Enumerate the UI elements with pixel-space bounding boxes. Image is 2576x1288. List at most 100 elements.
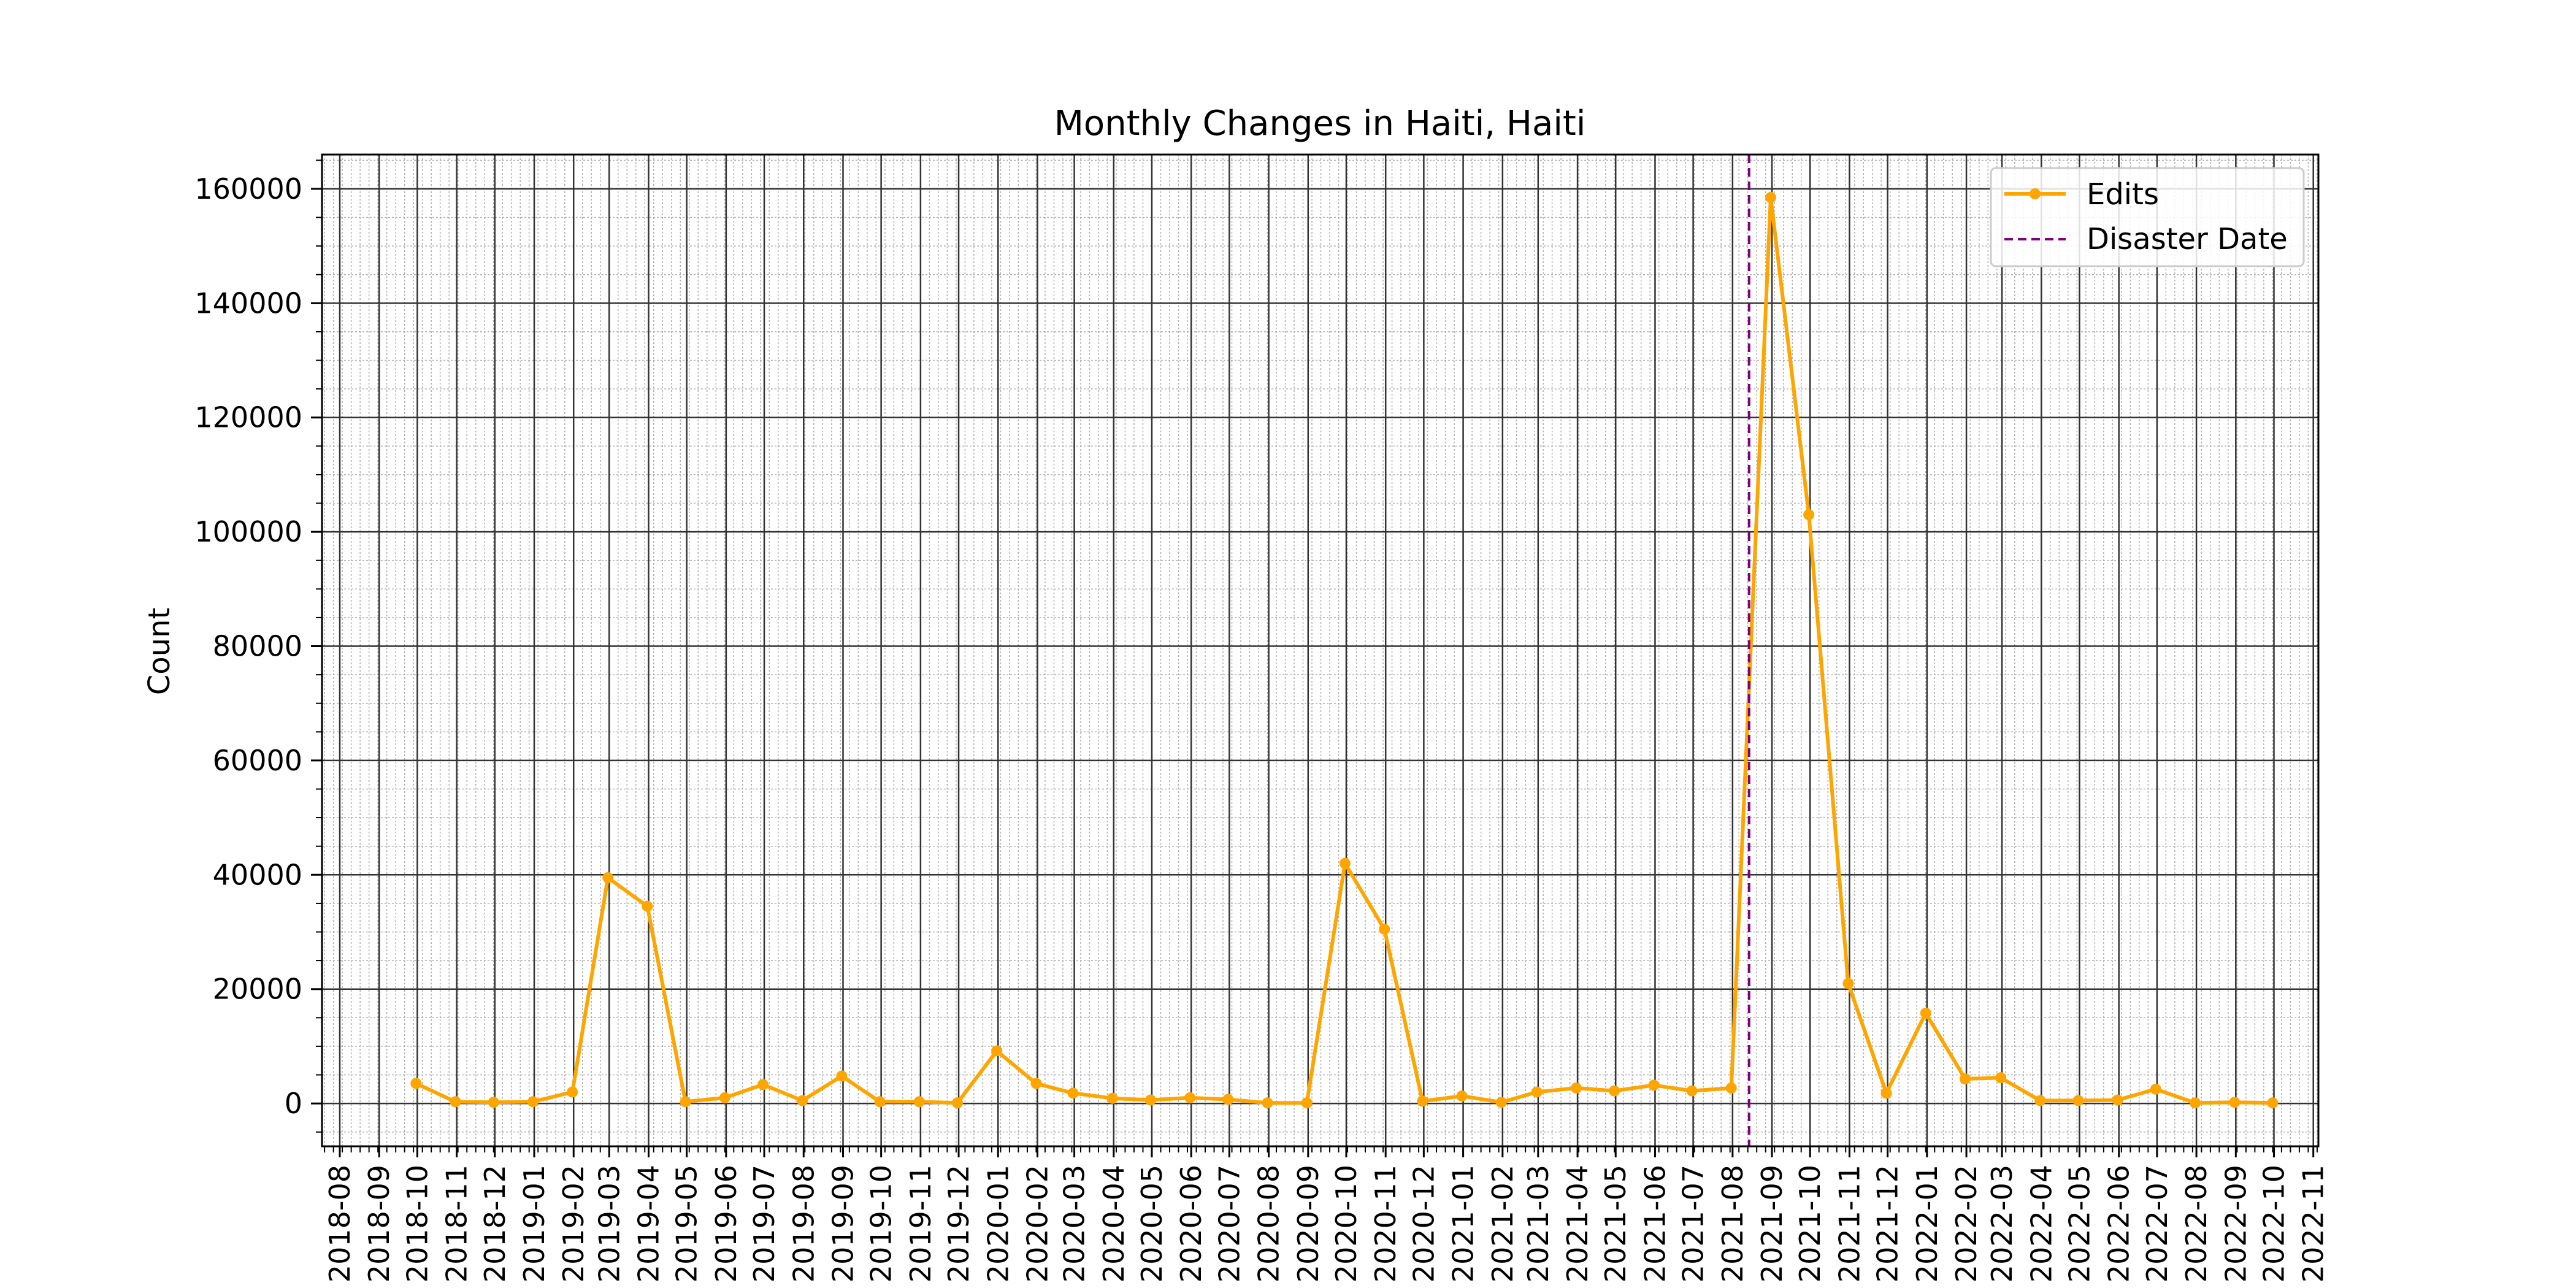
plot-frame bbox=[321, 153, 2320, 1148]
edits-point bbox=[2229, 1097, 2241, 1108]
edits-point bbox=[757, 1079, 769, 1091]
edits-point bbox=[836, 1070, 848, 1082]
legend-box bbox=[1990, 167, 2305, 267]
x-tick-label: 2021-05 bbox=[1599, 1165, 1632, 1282]
edits-point bbox=[2112, 1094, 2123, 1106]
x-tick-label: 2019-07 bbox=[748, 1165, 781, 1282]
x-tick-label: 2022-07 bbox=[2141, 1165, 2174, 1282]
edits-point bbox=[797, 1095, 808, 1106]
x-tick-label: 2018-09 bbox=[362, 1165, 396, 1282]
x-tick-label: 2022-08 bbox=[2180, 1165, 2213, 1282]
edits-point bbox=[719, 1092, 730, 1103]
edits-point bbox=[488, 1097, 499, 1108]
x-axis: 2018-08 2018-09 2018-10 2018-11 2018-12 2019-… bbox=[323, 1146, 2330, 1282]
edits-point bbox=[874, 1096, 886, 1108]
x-tick-label: 2019-11 bbox=[904, 1165, 937, 1282]
y-tick-label: 160000 bbox=[194, 172, 302, 205]
x-tick-label: 2022-01 bbox=[1911, 1165, 1944, 1282]
edits-point bbox=[1262, 1097, 1273, 1109]
edits-point bbox=[1570, 1082, 1582, 1094]
y-tick-label: 140000 bbox=[194, 286, 302, 320]
edits-point bbox=[1222, 1094, 1234, 1105]
edits-point bbox=[602, 872, 614, 883]
y-axis: 0 20000 40000 60000 80000 100000 120000 140000 1… bbox=[194, 159, 322, 1133]
x-tick-label: 2020-11 bbox=[1369, 1165, 1402, 1282]
y-tick-label: 100000 bbox=[194, 515, 302, 548]
x-tick-label: 2018-12 bbox=[478, 1165, 512, 1282]
major-grid bbox=[322, 155, 2318, 1146]
x-tick-label: 2021-10 bbox=[1793, 1165, 1827, 1282]
edits-point bbox=[1880, 1087, 1892, 1099]
edits-point bbox=[1765, 191, 1776, 203]
x-tick-label: 2021-03 bbox=[1522, 1165, 1555, 1282]
edits-point bbox=[450, 1096, 461, 1108]
y-tick-label: 40000 bbox=[213, 858, 302, 891]
series-layer bbox=[410, 155, 2279, 1146]
x-tick-label: 2021-09 bbox=[1755, 1165, 1788, 1282]
x-tick-label: 2020-07 bbox=[1213, 1165, 1246, 1282]
x-tick-label: 2018-11 bbox=[440, 1165, 473, 1282]
y-tick-label: 80000 bbox=[213, 630, 302, 663]
legend: Edits Disaster Date bbox=[1990, 167, 2305, 267]
edits-point bbox=[1995, 1072, 2007, 1084]
x-tick-label: 2018-08 bbox=[323, 1165, 356, 1282]
x-tick-label: 2022-03 bbox=[1985, 1165, 2018, 1282]
edits-point bbox=[1067, 1087, 1079, 1099]
edits-point bbox=[951, 1097, 963, 1109]
x-tick-label: 2019-06 bbox=[710, 1165, 743, 1282]
x-tick-label: 2022-11 bbox=[2297, 1165, 2330, 1282]
x-tick-label: 2022-10 bbox=[2257, 1165, 2290, 1282]
x-tick-label: 2020-02 bbox=[1021, 1165, 1054, 1282]
edits-point bbox=[913, 1096, 925, 1108]
x-tick-label: 2020-09 bbox=[1292, 1165, 1325, 1282]
minor-grid bbox=[322, 155, 2318, 1146]
edits-point bbox=[1106, 1092, 1118, 1104]
x-tick-label: 2021-07 bbox=[1677, 1165, 1710, 1282]
x-tick-label: 2021-06 bbox=[1638, 1165, 1671, 1282]
edits-point bbox=[2190, 1097, 2201, 1109]
edits-point bbox=[642, 900, 653, 912]
x-tick-label: 2019-10 bbox=[865, 1165, 898, 1282]
x-tick-label: 2022-05 bbox=[2063, 1165, 2096, 1282]
x-tick-label: 2019-04 bbox=[632, 1165, 665, 1282]
edits-point bbox=[1495, 1097, 1507, 1108]
x-tick-label: 2021-08 bbox=[1716, 1165, 1749, 1282]
edits-point bbox=[991, 1045, 1003, 1057]
x-tick-label: 2019-12 bbox=[942, 1165, 975, 1282]
x-tick-label: 2020-01 bbox=[981, 1165, 1014, 1282]
x-tick-label: 2019-08 bbox=[787, 1165, 820, 1282]
edits-point bbox=[2267, 1097, 2279, 1109]
x-tick-label: 2019-02 bbox=[557, 1165, 590, 1282]
edits-point bbox=[1960, 1073, 1971, 1085]
edits-point bbox=[1301, 1097, 1313, 1109]
x-tick-label: 2021-02 bbox=[1486, 1165, 1519, 1282]
edits-point bbox=[1648, 1079, 1660, 1091]
edits-point bbox=[1030, 1078, 1042, 1089]
x-tick-label: 2021-01 bbox=[1447, 1165, 1480, 1282]
edits-point bbox=[410, 1078, 422, 1089]
legend-disaster-label: Disaster Date bbox=[2087, 222, 2288, 256]
edits-point bbox=[1339, 857, 1351, 869]
edits-point bbox=[1531, 1086, 1543, 1098]
x-tick-label: 2020-05 bbox=[1135, 1165, 1168, 1282]
x-tick-label: 2021-12 bbox=[1871, 1165, 1904, 1282]
edits-point bbox=[1803, 509, 1815, 521]
x-tick-label: 2019-09 bbox=[826, 1165, 859, 1282]
edits-point bbox=[1456, 1090, 1468, 1102]
edits-point bbox=[2034, 1095, 2046, 1106]
x-tick-label: 2021-11 bbox=[1833, 1165, 1866, 1282]
y-tick-label: 120000 bbox=[194, 401, 302, 434]
x-tick-label: 2022-04 bbox=[2025, 1165, 2058, 1282]
x-tick-label: 2019-05 bbox=[670, 1165, 703, 1282]
x-tick-label: 2019-03 bbox=[592, 1165, 626, 1282]
x-tick-label: 2020-10 bbox=[1330, 1165, 1363, 1282]
y-tick-label: 0 bbox=[285, 1087, 302, 1120]
x-tick-label: 2021-04 bbox=[1561, 1165, 1594, 1282]
x-tick-label: 2020-06 bbox=[1175, 1165, 1208, 1282]
x-tick-label: 2022-02 bbox=[1950, 1165, 1983, 1282]
y-tick-label: 60000 bbox=[213, 744, 302, 777]
edits-point bbox=[1686, 1085, 1698, 1097]
edits-point bbox=[1725, 1082, 1737, 1094]
edits-point bbox=[1920, 1007, 1931, 1019]
